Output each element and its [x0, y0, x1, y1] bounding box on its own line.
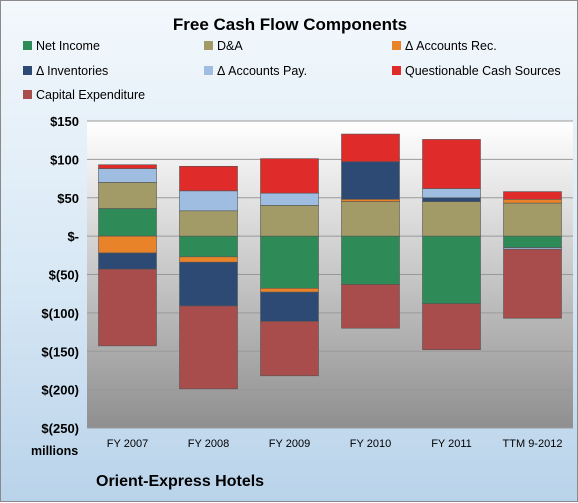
legend-item-net-income: Net Income — [23, 39, 100, 53]
legend-label: D&A — [217, 39, 243, 53]
x-tick-label: FY 2010 — [350, 438, 391, 450]
bar-segment — [422, 188, 481, 199]
chart-title: Free Cash Flow Components — [172, 15, 408, 34]
bar-segment — [179, 190, 238, 212]
bar-segment — [260, 192, 319, 206]
bar-segment — [422, 139, 481, 189]
bar-segment — [98, 208, 157, 237]
y-tick-label: $150 — [50, 114, 79, 129]
legend-label: Δ Accounts Pay. — [217, 64, 308, 78]
bar-segment — [422, 303, 481, 351]
bar-segment — [179, 210, 238, 237]
bar-segment — [260, 235, 319, 289]
bar-segment — [260, 158, 319, 194]
bar-segment — [98, 235, 157, 254]
bar-segment — [503, 202, 562, 237]
x-tick-label: FY 2009 — [269, 438, 310, 450]
bar-segment — [179, 165, 238, 192]
legend-swatch — [23, 66, 32, 75]
legend-swatch — [204, 66, 213, 75]
bar-segment — [503, 235, 562, 248]
bar-segment — [260, 321, 319, 377]
bar-segment — [341, 201, 400, 237]
bar-segment — [98, 252, 157, 270]
y-tick-label: $(150) — [41, 344, 79, 359]
y-tick-label: $(200) — [41, 383, 79, 398]
bar-segment — [341, 235, 400, 285]
legend-item-da: D&A — [204, 39, 243, 53]
bar-segment — [503, 248, 562, 319]
x-tick-label: FY 2011 — [431, 438, 472, 450]
bar-segment — [179, 256, 238, 263]
legend-label: Capital Expenditure — [36, 88, 146, 102]
company-name: Orient-Express Hotels — [96, 473, 265, 490]
bar-segment — [422, 235, 481, 304]
x-tick-label: TTM 9-2012 — [503, 438, 563, 450]
y-tick-label: $100 — [50, 152, 79, 167]
x-tick-label: FY 2008 — [188, 438, 229, 450]
y-tick-label: $(50) — [49, 268, 79, 283]
legend-item-inventories: Δ Inventories — [23, 64, 108, 78]
legend-swatch — [392, 66, 401, 75]
bar-segment — [341, 198, 400, 202]
legend-item-accounts-pay: Δ Accounts Pay. — [204, 64, 307, 78]
bar-segment — [179, 261, 238, 307]
bar-segment — [179, 235, 238, 258]
y-tick-label: $50 — [57, 191, 79, 206]
units-label: millions — [31, 444, 79, 458]
bar-segment — [98, 182, 157, 209]
bar-segment — [98, 168, 157, 183]
y-tick-label: $- — [67, 229, 79, 244]
legend-label: Δ Inventories — [36, 64, 109, 78]
bar-segment — [260, 288, 319, 293]
bar-segment — [341, 133, 400, 162]
legend-item-questionable-cash: Questionable Cash Sources — [392, 64, 561, 78]
y-tick-label: $(250) — [41, 421, 79, 436]
y-tick-label: $(100) — [41, 306, 79, 321]
bar-segment — [422, 201, 481, 237]
bar-segment — [422, 197, 481, 202]
legend-item-accounts-rec: Δ Accounts Rec. — [392, 39, 497, 53]
bar-segment — [98, 164, 157, 169]
legend-item-capex: Capital Expenditure — [23, 88, 145, 102]
bar-segment — [341, 284, 400, 329]
legend-swatch — [204, 41, 213, 50]
legend-swatch — [392, 41, 401, 50]
bar-segment — [503, 198, 562, 204]
legend-label: Δ Accounts Rec. — [405, 39, 497, 53]
bar-segment — [341, 161, 400, 200]
legend-label: Net Income — [36, 39, 100, 53]
legend-swatch — [23, 90, 32, 99]
bar-segment — [98, 268, 157, 347]
legend-swatch — [23, 41, 32, 50]
bar-segment — [260, 205, 319, 237]
bar-segment — [260, 291, 319, 322]
legend-label: Questionable Cash Sources — [405, 64, 561, 78]
bar-segment — [179, 305, 238, 390]
bar-segment — [503, 191, 562, 200]
x-tick-label: FY 2007 — [107, 438, 148, 450]
